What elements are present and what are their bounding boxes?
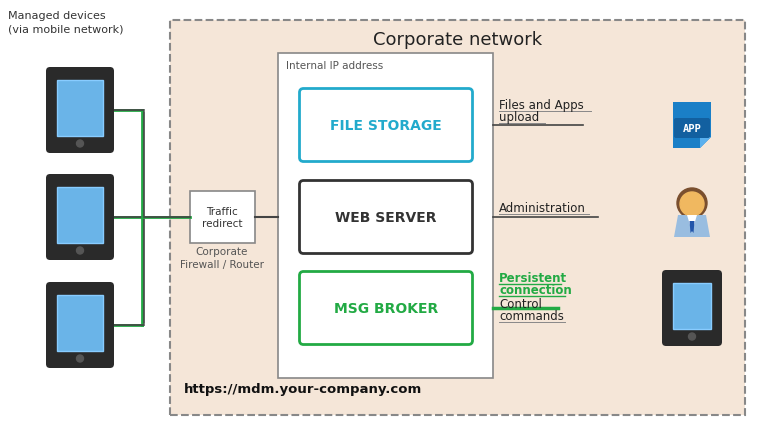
FancyBboxPatch shape bbox=[662, 270, 722, 346]
Text: upload: upload bbox=[499, 111, 539, 124]
Circle shape bbox=[77, 247, 84, 255]
Polygon shape bbox=[687, 215, 697, 225]
FancyBboxPatch shape bbox=[170, 21, 745, 415]
Text: connection: connection bbox=[499, 283, 571, 296]
Bar bbox=[673, 283, 711, 329]
Text: Traffic
redirect: Traffic redirect bbox=[202, 207, 242, 228]
Text: Administration: Administration bbox=[499, 202, 586, 215]
Bar bbox=[57, 187, 103, 243]
Polygon shape bbox=[700, 138, 711, 149]
Polygon shape bbox=[673, 103, 711, 149]
Text: https://mdm.your-company.com: https://mdm.your-company.com bbox=[184, 382, 422, 395]
FancyBboxPatch shape bbox=[300, 272, 472, 345]
Text: WEB SERVER: WEB SERVER bbox=[336, 211, 437, 224]
FancyBboxPatch shape bbox=[46, 175, 114, 261]
Text: Managed devices
(via mobile network): Managed devices (via mobile network) bbox=[8, 11, 124, 34]
FancyBboxPatch shape bbox=[190, 191, 254, 243]
Text: Files and Apps: Files and Apps bbox=[499, 99, 584, 112]
FancyBboxPatch shape bbox=[46, 68, 114, 154]
Text: Internal IP address: Internal IP address bbox=[286, 61, 383, 71]
Polygon shape bbox=[674, 215, 710, 237]
Text: FILE STORAGE: FILE STORAGE bbox=[330, 119, 442, 133]
Circle shape bbox=[77, 355, 84, 362]
Circle shape bbox=[677, 189, 707, 218]
Text: Corporate
Firewall / Router: Corporate Firewall / Router bbox=[180, 246, 264, 270]
FancyBboxPatch shape bbox=[300, 89, 472, 162]
Text: Control: Control bbox=[499, 297, 542, 310]
Circle shape bbox=[680, 193, 704, 216]
Text: MSG BROKER: MSG BROKER bbox=[334, 301, 438, 315]
FancyBboxPatch shape bbox=[674, 119, 710, 139]
Text: APP: APP bbox=[683, 124, 701, 134]
FancyBboxPatch shape bbox=[278, 54, 493, 378]
Bar bbox=[57, 81, 103, 137]
FancyBboxPatch shape bbox=[300, 181, 472, 254]
FancyBboxPatch shape bbox=[46, 283, 114, 368]
Circle shape bbox=[77, 141, 84, 147]
Circle shape bbox=[688, 333, 696, 340]
Polygon shape bbox=[690, 221, 694, 233]
Text: Persistent: Persistent bbox=[499, 271, 567, 284]
Text: commands: commands bbox=[499, 309, 564, 322]
Bar bbox=[57, 295, 103, 351]
Text: Corporate network: Corporate network bbox=[373, 31, 542, 49]
